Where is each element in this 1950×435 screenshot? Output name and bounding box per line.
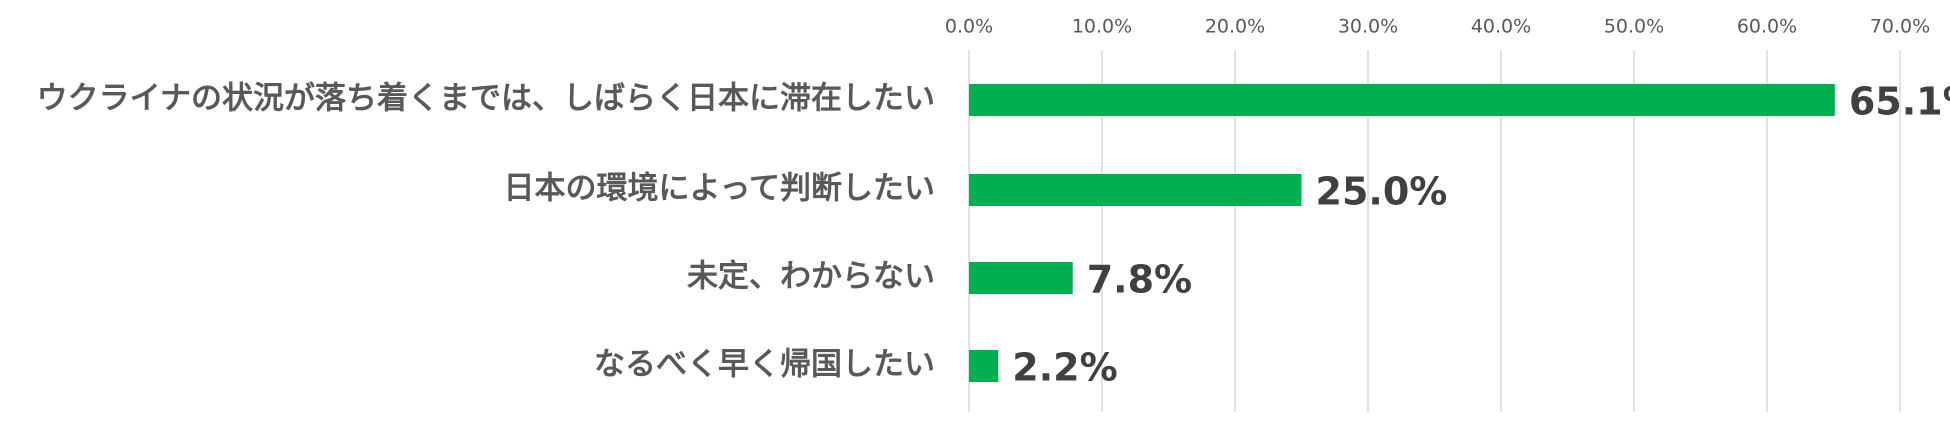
x-tick-label: 30.0% bbox=[1338, 16, 1398, 38]
x-tick-label: 70.0% bbox=[1870, 16, 1930, 38]
value-label: 25.0% bbox=[1316, 170, 1448, 214]
bar bbox=[969, 174, 1302, 206]
bar bbox=[969, 84, 1835, 116]
category-label: 日本の環境によって判断したい bbox=[503, 171, 935, 207]
value-label: 2.2% bbox=[1012, 346, 1117, 390]
category-label: ウクライナの状況が落ち着くまでは、しばらく日本に滞在したい bbox=[37, 81, 935, 117]
x-tick-label: 60.0% bbox=[1737, 16, 1797, 38]
bar bbox=[969, 262, 1073, 294]
bar bbox=[969, 350, 999, 382]
category-label: 未定、わからない bbox=[687, 259, 935, 295]
x-tick-label: 0.0% bbox=[945, 16, 993, 38]
x-tick-label: 40.0% bbox=[1471, 16, 1531, 38]
value-label: 65.1% bbox=[1849, 80, 1950, 124]
x-tick-label: 10.0% bbox=[1072, 16, 1132, 38]
value-label: 7.8% bbox=[1087, 258, 1192, 302]
x-tick-label: 50.0% bbox=[1604, 16, 1664, 38]
category-label: なるべく早く帰国したい bbox=[594, 347, 935, 383]
x-tick-label: 20.0% bbox=[1205, 16, 1265, 38]
